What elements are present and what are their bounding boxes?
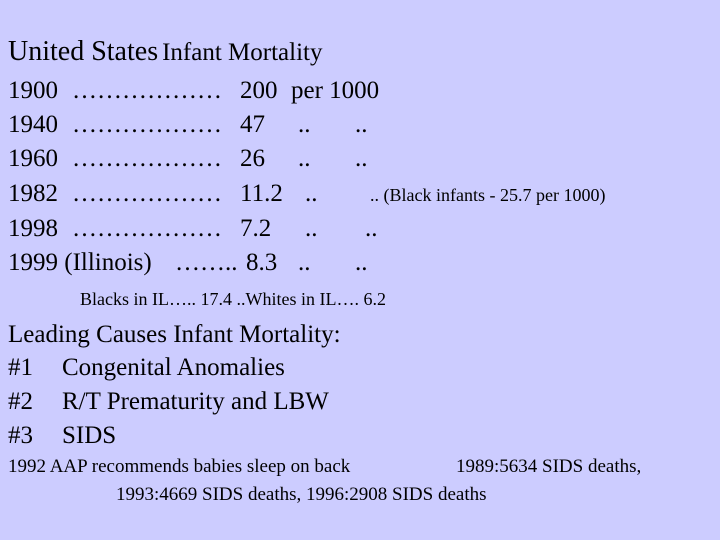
leading-causes-heading: Leading Causes Infant Mortality: — [8, 321, 341, 348]
cause-label: SIDS — [62, 422, 117, 449]
row-value: 200 — [240, 77, 278, 104]
row-year: 1999 (Illinois) — [8, 249, 152, 276]
row-year: 1960 — [8, 145, 58, 172]
row-dots: ……………… — [72, 111, 222, 138]
row-extra: .. — [365, 215, 378, 242]
row-extra: .. — [355, 145, 368, 172]
cause-rank: #1 — [8, 354, 33, 381]
row-extra: .. — [355, 111, 368, 138]
row-year: 1900 — [8, 77, 58, 104]
illinois-race-note: Blacks in IL….. 17.4 ..Whites in IL…. 6.… — [80, 289, 386, 309]
row-unit: .. — [298, 145, 311, 172]
row-value: 8.3 — [246, 249, 278, 276]
title-part-country: United States — [8, 36, 159, 67]
cause-rank: #3 — [8, 422, 33, 449]
row-value: 7.2 — [240, 215, 272, 242]
row-dots: …….. — [175, 249, 238, 276]
row-dots: ……………… — [72, 77, 222, 104]
row-dots: ……………… — [72, 180, 222, 207]
row-year: 1982 — [8, 180, 58, 207]
row-unit: .. — [298, 111, 311, 138]
row-value: 26 — [240, 145, 265, 172]
sids-recommendation-note: 1992 AAP recommends babies sleep on back — [8, 456, 351, 477]
row-value: 11.2 — [240, 180, 283, 207]
row-year: 1940 — [8, 111, 58, 138]
row-extra: .. — [355, 249, 368, 276]
cause-label: Congenital Anomalies — [62, 354, 285, 381]
row-dots: ……………… — [72, 145, 222, 172]
cause-label: R/T Prematurity and LBW — [62, 388, 329, 415]
slide-title: United States Infant Mortality — [8, 38, 322, 66]
row-unit: .. — [298, 249, 311, 276]
row-unit: .. — [305, 215, 318, 242]
cause-rank: #2 — [8, 388, 33, 415]
row-dots: ……………… — [72, 215, 222, 242]
row-extra: .. (Black infants - 25.7 per 1000) — [370, 185, 606, 205]
row-unit: per 1000 — [291, 77, 380, 104]
title-part-topic: Infant Mortality — [162, 39, 323, 66]
row-year: 1998 — [8, 215, 58, 242]
row-unit: .. — [305, 180, 318, 207]
row-value: 47 — [240, 111, 265, 138]
sids-deaths-1989: 1989:5634 SIDS deaths, — [456, 456, 642, 477]
sids-deaths-later: 1993:4669 SIDS deaths, 1996:2908 SIDS de… — [116, 484, 487, 505]
